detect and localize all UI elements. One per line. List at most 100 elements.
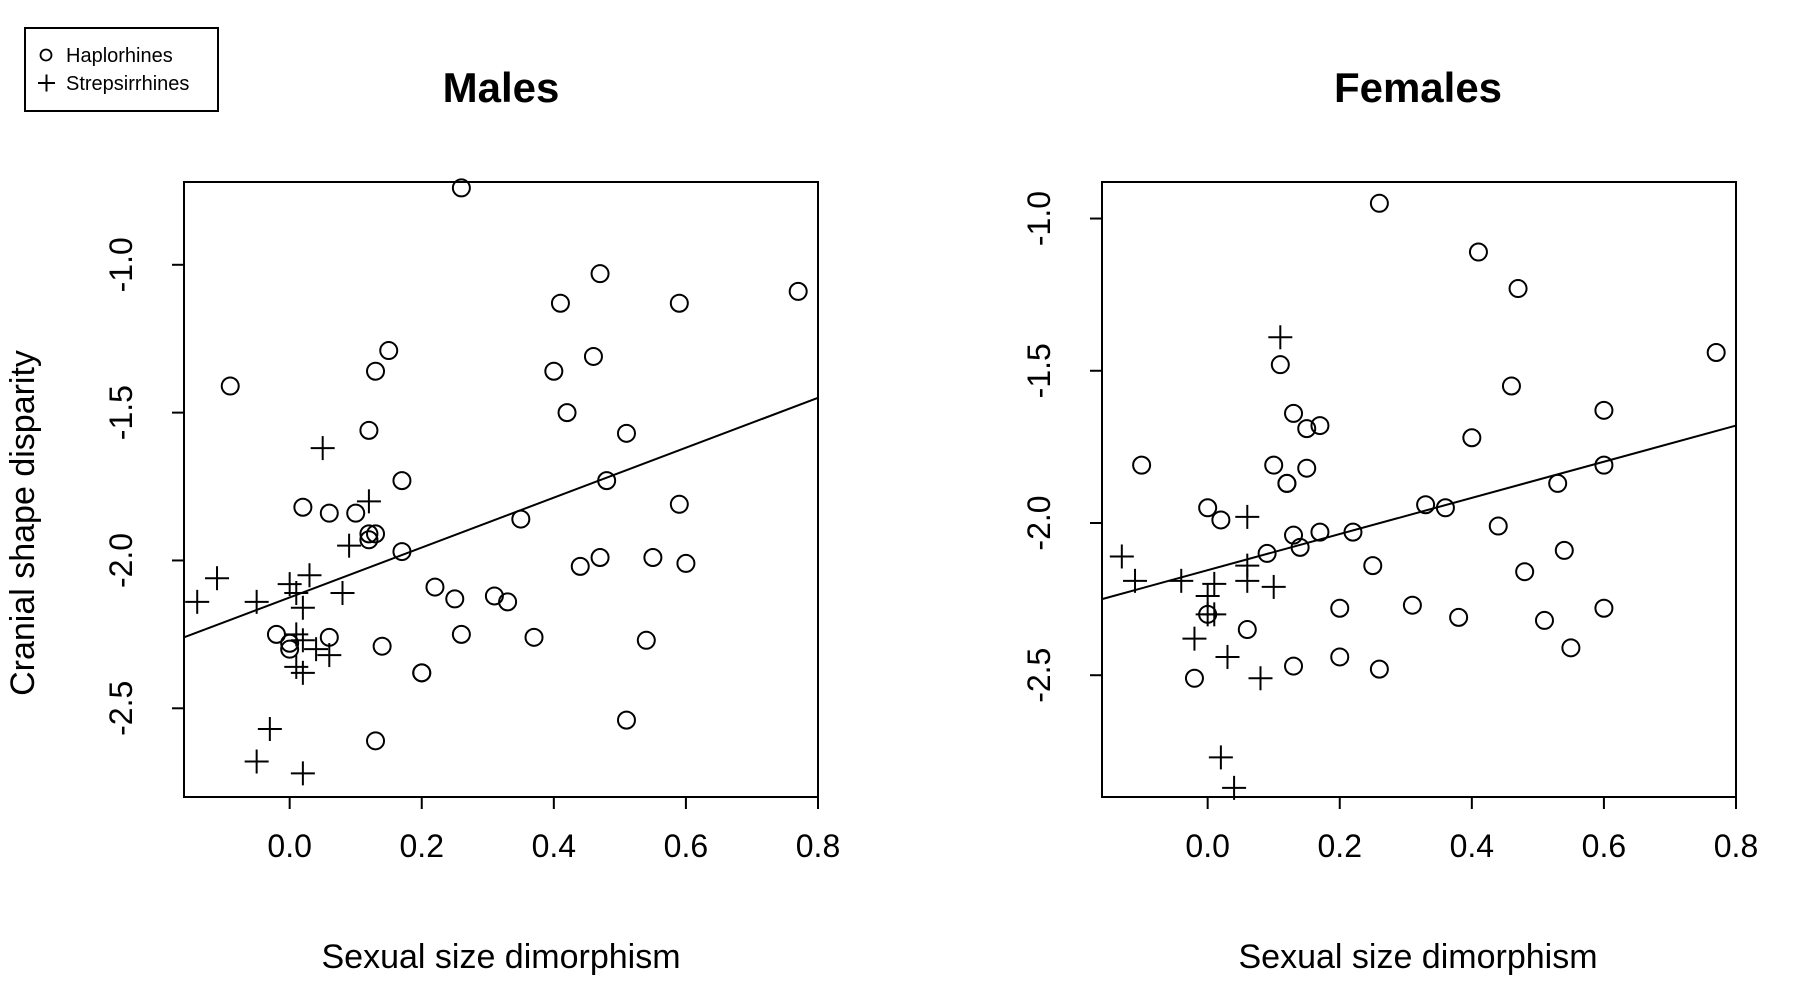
panel-title-males: Males [443, 64, 560, 111]
point-strepsirrhine [185, 589, 210, 614]
point-strepsirrhine [284, 580, 309, 605]
x-axis-females: 0.0 0.2 0.4 0.6 0.8 [1185, 797, 1758, 864]
point-haplorhine [359, 524, 379, 544]
point-haplorhine [1310, 522, 1330, 542]
point-strepsirrhine [284, 622, 309, 647]
point-strepsirrhine [290, 595, 315, 620]
point-haplorhine [1277, 473, 1297, 493]
point-strepsirrhine [1109, 544, 1134, 569]
point-haplorhine [1488, 516, 1508, 536]
point-strepsirrhine [284, 654, 309, 679]
point-haplorhine [643, 548, 663, 568]
point-haplorhine [220, 376, 240, 396]
point-haplorhine [392, 542, 412, 562]
point-haplorhine [557, 403, 577, 423]
point-haplorhine [1297, 458, 1317, 478]
y-tick-label: -1.0 [103, 237, 139, 292]
y-tick-label: -1.0 [1021, 191, 1057, 246]
point-haplorhine [676, 553, 696, 573]
point-haplorhine [1343, 522, 1363, 542]
point-haplorhine [359, 420, 379, 440]
point-haplorhine [1369, 659, 1389, 679]
point-haplorhine [366, 524, 386, 544]
point-haplorhine [1554, 540, 1574, 560]
point-haplorhine [366, 731, 386, 751]
point-strepsirrhine [1182, 626, 1207, 651]
point-haplorhine [1416, 495, 1436, 515]
point-haplorhine [412, 663, 432, 683]
point-haplorhine [1211, 510, 1231, 530]
point-haplorhine [1402, 595, 1422, 615]
point-strepsirrhine [290, 660, 315, 685]
point-haplorhine [1257, 543, 1277, 563]
point-haplorhine [1184, 668, 1204, 688]
panel-females: Females 0.0 0.2 0.4 0.6 0.8 -2.5 -2.0 -1.5 -1.0… [1021, 64, 1758, 976]
point-haplorhine [1237, 620, 1257, 640]
point-haplorhine [1297, 419, 1317, 439]
point-strepsirrhine [1169, 568, 1194, 593]
fit-line-group-females [1101, 424, 1737, 601]
point-strepsirrhine [317, 643, 342, 668]
y-tick-label: -2.0 [103, 533, 139, 588]
x-tick-label: 0.8 [796, 828, 840, 864]
point-haplorhine [359, 530, 379, 550]
point-haplorhine [1534, 610, 1554, 630]
point-haplorhine [280, 639, 300, 659]
point-haplorhine [1290, 537, 1310, 557]
point-strepsirrhine [1235, 568, 1260, 593]
x-tick-label: 0.4 [1450, 828, 1494, 864]
regression-line [1101, 424, 1737, 601]
point-haplorhine [1594, 598, 1614, 618]
point-haplorhine [1330, 647, 1350, 667]
x-tick-label: 0.0 [267, 828, 311, 864]
data-points-females [1109, 193, 1726, 800]
y-tick-label: -2.0 [1021, 495, 1057, 550]
y-tick-label: -2.5 [1021, 648, 1057, 703]
point-strepsirrhine [337, 533, 362, 558]
x-tick-label: 0.2 [1318, 828, 1362, 864]
point-haplorhine [346, 503, 366, 523]
point-haplorhine [366, 361, 386, 381]
point-haplorhine [1435, 498, 1455, 518]
point-strepsirrhine [244, 749, 269, 774]
point-haplorhine [498, 592, 518, 612]
point-haplorhine [788, 281, 808, 301]
point-strepsirrhine [1215, 644, 1240, 669]
y-tick-label: -2.5 [103, 681, 139, 736]
point-haplorhine [1310, 416, 1330, 436]
point-haplorhine [1515, 562, 1535, 582]
point-haplorhine [550, 293, 570, 313]
point-haplorhine [511, 509, 531, 529]
point-strepsirrhine [205, 566, 230, 591]
point-haplorhine [451, 624, 471, 644]
legend: Haplorhines Strepsirrhines [24, 27, 219, 112]
point-haplorhine [669, 494, 689, 514]
y-tick-label: -1.5 [103, 385, 139, 440]
point-haplorhine [636, 630, 656, 650]
point-haplorhine [379, 341, 399, 361]
point-strepsirrhine [297, 563, 322, 588]
data-points-males [185, 178, 808, 786]
point-strepsirrhine [330, 580, 355, 605]
point-strepsirrhine [310, 436, 335, 461]
legend-circle-marker [39, 48, 53, 62]
point-strepsirrhine [244, 589, 269, 614]
legend-label-strepsirrhines: Strepsirrhines [66, 73, 189, 95]
legend-label-haplorhines: Haplorhines [66, 45, 173, 67]
point-strepsirrhine [1268, 325, 1293, 350]
point-strepsirrhine [1248, 666, 1273, 691]
point-haplorhine [1132, 455, 1152, 475]
point-haplorhine [451, 178, 471, 198]
point-haplorhine [372, 636, 392, 656]
point-haplorhine [1561, 638, 1581, 658]
point-strepsirrhine [1208, 745, 1233, 770]
legend-box [24, 27, 219, 112]
panel-title-females: Females [1334, 64, 1502, 111]
point-haplorhine [293, 497, 313, 517]
point-haplorhine [392, 471, 412, 491]
point-haplorhine [1264, 455, 1284, 475]
point-haplorhine [590, 548, 610, 568]
point-strepsirrhine [1222, 775, 1247, 800]
